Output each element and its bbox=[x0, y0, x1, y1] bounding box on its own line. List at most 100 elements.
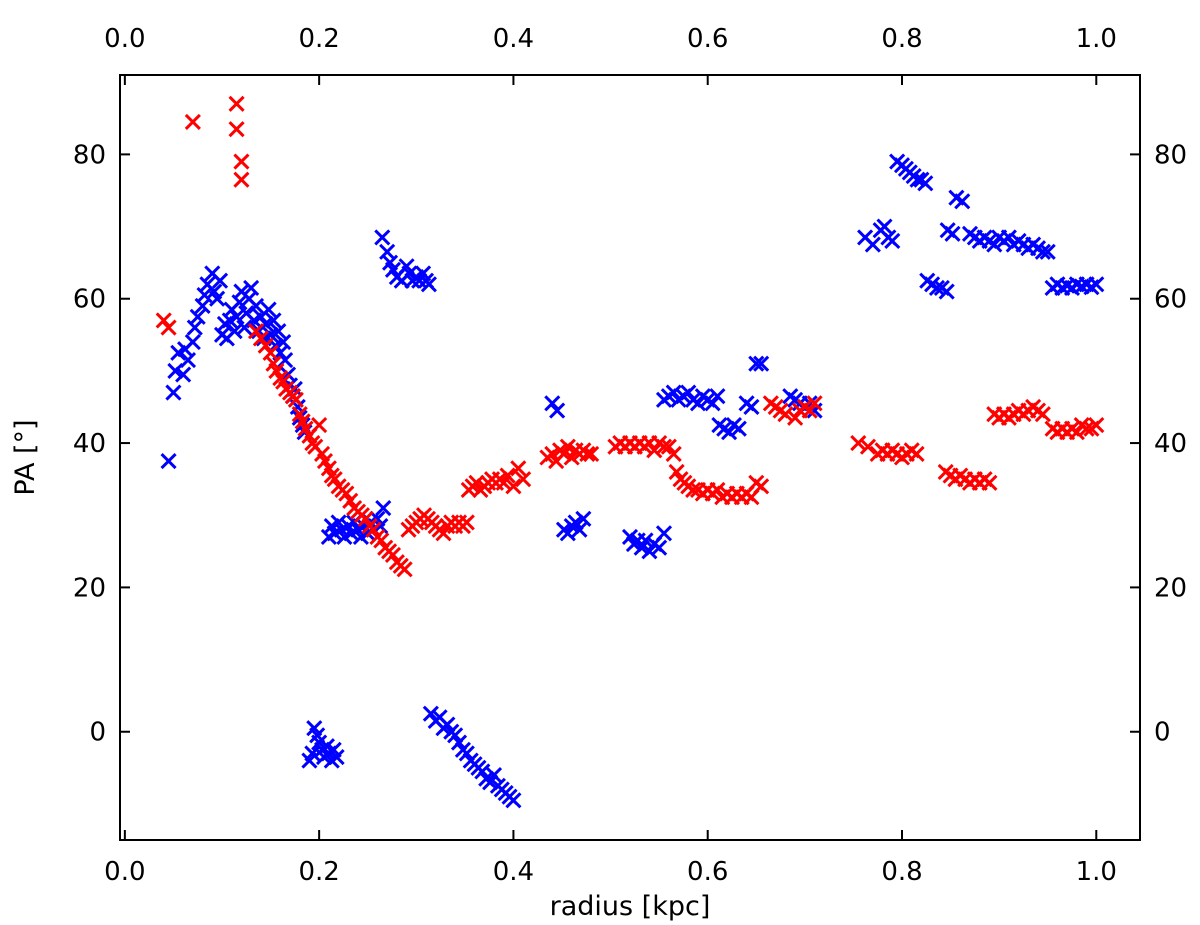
red-series-marker bbox=[396, 561, 413, 578]
red-series-marker bbox=[806, 395, 823, 412]
blue-series-marker bbox=[637, 532, 654, 549]
red-series-marker bbox=[753, 478, 770, 495]
x-tick-label-top: 0.4 bbox=[493, 24, 534, 54]
y-tick-label-right: 60 bbox=[1154, 285, 1187, 315]
blue-series-marker bbox=[743, 398, 760, 416]
y-axis-label: PA [°] bbox=[10, 419, 41, 495]
blue-series-marker bbox=[928, 279, 946, 296]
blue-series-marker bbox=[986, 236, 1003, 253]
blue-series-marker bbox=[328, 748, 345, 766]
blue-series-marker bbox=[422, 705, 439, 722]
blue-series-marker bbox=[575, 510, 592, 527]
blue-series-marker bbox=[1039, 243, 1056, 260]
plot-frame bbox=[119, 74, 1141, 841]
blue-series-marker bbox=[270, 323, 287, 340]
x-tick-label-bottom: 0.8 bbox=[881, 857, 922, 887]
blue-series-marker bbox=[1000, 229, 1017, 246]
blue-series-marker bbox=[209, 290, 226, 307]
blue-series-marker bbox=[1034, 243, 1051, 260]
red-series-marker bbox=[184, 113, 201, 130]
x-tick-label-bottom: 0.2 bbox=[298, 857, 339, 887]
blue-series-marker bbox=[730, 420, 747, 437]
blue-series-marker bbox=[304, 745, 321, 762]
blue-series-marker bbox=[179, 352, 197, 369]
blue-series-marker bbox=[709, 388, 726, 405]
blue-series-marker bbox=[160, 453, 177, 470]
red-series-marker bbox=[801, 402, 818, 419]
blue-series-marker bbox=[655, 525, 673, 542]
red-series-marker bbox=[515, 471, 532, 488]
blue-series-marker bbox=[505, 792, 522, 809]
x-tick-label-bottom: 1.0 bbox=[1076, 857, 1117, 887]
blue-series-marker bbox=[165, 384, 182, 401]
blue-series-marker bbox=[243, 279, 260, 296]
x-tick-label-top: 1.0 bbox=[1076, 24, 1117, 54]
blue-series-marker bbox=[260, 301, 277, 318]
red-series-marker bbox=[859, 438, 877, 455]
y-tick-label-left: 40 bbox=[73, 429, 106, 459]
y-tick-label-left: 60 bbox=[73, 285, 106, 315]
red-series-marker bbox=[247, 323, 265, 340]
red-series-marker bbox=[981, 474, 998, 491]
red-series-marker bbox=[505, 478, 522, 495]
x-tick-label-bottom: 0.6 bbox=[687, 857, 728, 887]
y-tick-label-right: 80 bbox=[1154, 140, 1187, 170]
red-series-marker bbox=[655, 438, 673, 455]
red-series-marker bbox=[579, 445, 596, 462]
red-series-marker bbox=[583, 445, 600, 462]
x-tick-label-top: 0.8 bbox=[881, 24, 922, 54]
y-tick-label-right: 0 bbox=[1154, 718, 1171, 748]
x-tick-label-top: 0.2 bbox=[298, 24, 339, 54]
red-series-marker bbox=[311, 416, 328, 434]
red-series-marker bbox=[287, 391, 304, 408]
blue-series-marker bbox=[954, 193, 971, 210]
red-series-marker bbox=[1088, 416, 1105, 434]
x-tick-label-bottom: 0.4 bbox=[493, 857, 534, 887]
y-tick-label-left: 0 bbox=[89, 718, 106, 748]
blue-series-marker bbox=[549, 402, 566, 419]
red-series-marker bbox=[685, 481, 702, 499]
blue-series-marker bbox=[665, 384, 682, 401]
red-series-marker bbox=[233, 153, 250, 170]
blue-series-marker bbox=[275, 333, 292, 351]
x-tick-label-top: 0.6 bbox=[687, 24, 728, 54]
blue-series-marker bbox=[641, 543, 658, 560]
red-series-marker bbox=[228, 121, 245, 138]
blue-series-marker bbox=[184, 333, 201, 351]
y-tick-label-right: 20 bbox=[1154, 573, 1187, 603]
blue-series-marker bbox=[864, 236, 881, 253]
blue-series-marker bbox=[226, 323, 243, 340]
blue-series-marker bbox=[485, 766, 503, 784]
blue-series-marker bbox=[1088, 276, 1105, 293]
red-series-marker bbox=[160, 319, 177, 336]
y-tick-label-right: 40 bbox=[1154, 429, 1187, 459]
x-tick-label-top: 0.0 bbox=[104, 24, 145, 54]
blue-series-marker bbox=[189, 308, 206, 325]
red-series-marker bbox=[155, 312, 172, 329]
red-series-marker bbox=[1078, 420, 1095, 437]
red-series-marker bbox=[660, 438, 677, 455]
blue-series-marker bbox=[753, 355, 770, 372]
blue-series-marker bbox=[938, 283, 955, 300]
red-series-marker bbox=[777, 406, 794, 423]
blue-series-marker bbox=[571, 521, 588, 538]
blue-series-marker bbox=[704, 395, 721, 412]
blue-series-marker bbox=[374, 229, 391, 246]
blue-series-marker bbox=[748, 355, 765, 372]
y-tick-label-left: 80 bbox=[73, 140, 106, 170]
blue-series-marker bbox=[228, 308, 245, 325]
red-series-marker bbox=[499, 467, 516, 484]
blue-series-marker bbox=[944, 225, 961, 242]
blue-series-marker bbox=[651, 539, 668, 556]
x-tick-label-bottom: 0.0 bbox=[104, 857, 145, 887]
y-tick-label-left: 20 bbox=[73, 573, 106, 603]
blue-series-marker bbox=[247, 297, 265, 315]
blue-series-marker bbox=[884, 232, 901, 250]
red-series-marker bbox=[1034, 406, 1051, 423]
blue-series-marker bbox=[211, 272, 229, 289]
blue-series-marker bbox=[175, 366, 192, 383]
blue-series-marker bbox=[689, 395, 707, 412]
red-series-marker bbox=[1068, 424, 1085, 441]
